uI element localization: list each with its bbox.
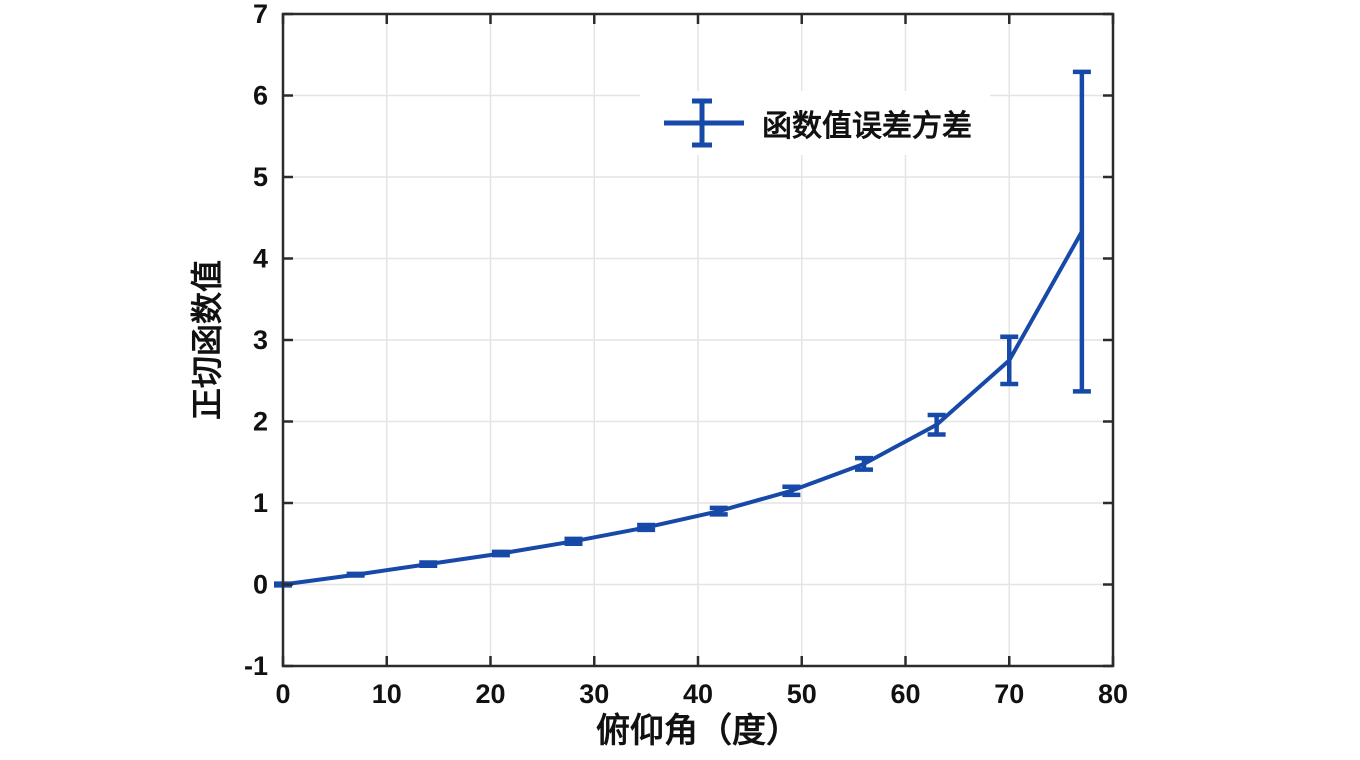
series-line (281, 229, 1084, 587)
y-tick-label: 5 (253, 162, 268, 192)
y-axis-label: 正切函数值 (189, 259, 225, 421)
x-tick-label: 60 (890, 679, 920, 709)
y-tick-label: 7 (253, 0, 268, 29)
x-tick-label: 10 (372, 679, 402, 709)
x-tick-label: 80 (1098, 679, 1128, 709)
y-tick-label: 3 (253, 325, 268, 355)
y-tick-label: 0 (253, 570, 268, 600)
x-tick-label: 30 (579, 679, 609, 709)
legend-label: 函数值误差方差 (762, 110, 972, 143)
data-series (274, 69, 1091, 588)
x-tick-label: 0 (275, 679, 290, 709)
y-tick-label: 2 (253, 407, 268, 437)
error-bars (274, 69, 1091, 588)
x-tick-label: 40 (683, 679, 713, 709)
x-tick-label: 70 (994, 679, 1024, 709)
x-tick-label: 50 (787, 679, 817, 709)
y-tick-label: -1 (244, 651, 268, 681)
x-axis-label: 俯仰角（度） (596, 713, 800, 750)
y-tick-label: 4 (253, 244, 268, 274)
y-tick-label: 6 (253, 81, 268, 111)
errorbar-legend-icon (664, 98, 744, 148)
tick-marks (281, 12, 1115, 668)
x-tick-label: 20 (475, 679, 505, 709)
legend: 函数值误差方差 (640, 91, 990, 155)
y-tick-label: 1 (253, 488, 268, 518)
